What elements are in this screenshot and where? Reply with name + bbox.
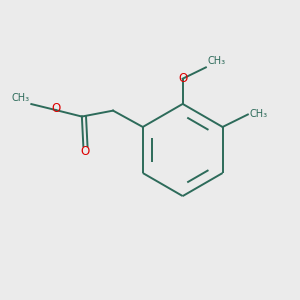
Text: O: O — [81, 145, 90, 158]
Text: O: O — [51, 102, 60, 115]
Text: CH₃: CH₃ — [249, 110, 268, 119]
Text: O: O — [178, 72, 187, 85]
Text: CH₃: CH₃ — [207, 56, 226, 66]
Text: CH₃: CH₃ — [12, 93, 30, 103]
